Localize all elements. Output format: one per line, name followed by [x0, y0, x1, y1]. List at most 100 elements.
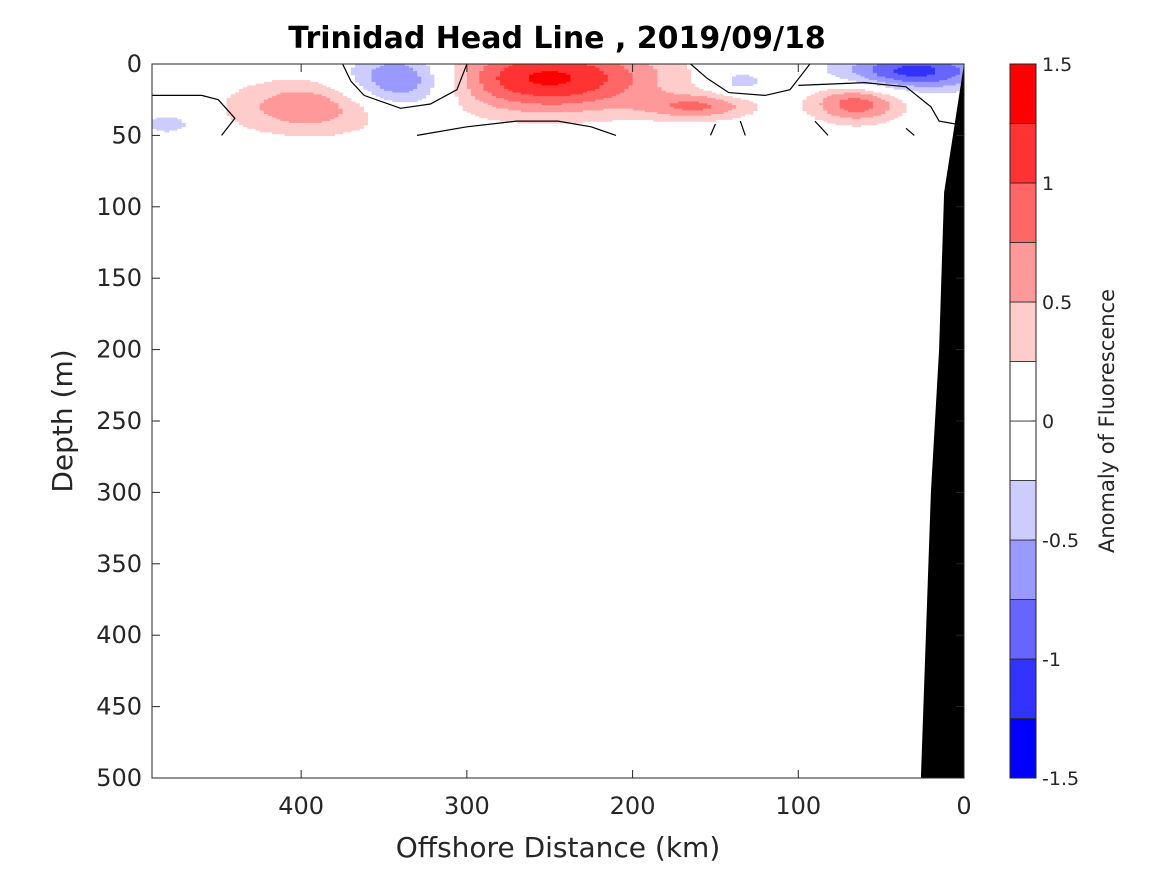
- anomaly-band: [831, 113, 882, 117]
- anomaly-band: [732, 80, 758, 83]
- anomaly-band: [226, 113, 269, 117]
- anomaly-band: [466, 67, 485, 70]
- anomaly-band: [338, 103, 360, 106]
- anomaly-band: [802, 103, 820, 106]
- anomaly-band: [802, 99, 824, 103]
- anomaly-band: [462, 108, 509, 112]
- anomaly-band: [466, 76, 480, 79]
- anomaly-band: [570, 76, 609, 79]
- anomaly-band: [342, 108, 364, 112]
- anomaly-band: [491, 92, 522, 95]
- anomaly-band: [632, 108, 683, 112]
- anomaly-band: [856, 72, 878, 76]
- anomaly-band: [487, 64, 514, 67]
- colorbar-swatch: [1009, 242, 1037, 303]
- anomaly-band: [495, 106, 675, 110]
- anomaly-band: [458, 96, 476, 99]
- anomaly-band: [379, 96, 427, 99]
- contour-layer: [152, 64, 956, 136]
- anomaly-band: [736, 74, 750, 78]
- plot-background: [152, 64, 964, 778]
- anomaly-band: [483, 101, 522, 104]
- colorbar-swatch: [1009, 420, 1037, 481]
- anomaly-band: [487, 90, 514, 94]
- anomaly-band: [872, 115, 899, 119]
- anomaly-band: [259, 108, 344, 112]
- anomaly-band: [723, 99, 750, 103]
- anomaly-band: [872, 67, 899, 70]
- anomaly-band: [628, 71, 659, 74]
- anomaly-band: [856, 80, 878, 83]
- anomaly-band: [483, 69, 505, 72]
- y-tick-label: 250: [96, 407, 142, 435]
- anomaly-band: [259, 130, 352, 133]
- anomaly-band: [566, 81, 605, 85]
- anomaly-band: [852, 65, 874, 69]
- anomaly-band: [872, 69, 895, 72]
- anomaly-band: [288, 121, 323, 124]
- anomaly-band: [466, 83, 485, 87]
- anomaly-band: [367, 88, 385, 92]
- anomaly-band: [263, 112, 344, 115]
- anomaly-band: [483, 67, 505, 70]
- zero-contour-line: [739, 120, 746, 136]
- anomaly-band: [582, 101, 679, 104]
- anomaly-band: [889, 108, 907, 112]
- anomaly-band: [321, 121, 369, 124]
- anomaly-band: [371, 69, 414, 72]
- anomaly-band: [881, 113, 903, 117]
- anomaly-band: [827, 88, 866, 92]
- anomaly-band: [259, 103, 340, 106]
- anomaly-band: [417, 72, 431, 76]
- anomaly-band: [483, 65, 509, 69]
- colorbar-swatch: [1009, 599, 1037, 660]
- anomaly-band: [226, 105, 261, 108]
- anomaly-band: [653, 65, 688, 69]
- colorbar-tick-label: 1: [1042, 173, 1054, 195]
- anomaly-band: [334, 117, 369, 120]
- anomaly-band: [848, 110, 866, 113]
- y-axis-ticks: 0 50 100 150 200 250 300 350 400 450 500: [96, 50, 964, 792]
- anomaly-band: [661, 88, 704, 92]
- anomaly-band: [375, 81, 422, 85]
- anomaly-band: [529, 80, 572, 83]
- anomaly-band: [520, 110, 584, 113]
- anomaly-band: [247, 85, 327, 88]
- anomaly-band: [570, 74, 609, 78]
- anomaly-band: [657, 74, 692, 78]
- anomaly-band: [263, 101, 335, 104]
- anomaly-band: [914, 85, 944, 88]
- anomaly-band: [504, 87, 601, 90]
- anomaly-band: [454, 81, 468, 85]
- anomaly-band: [371, 80, 422, 83]
- anomaly-band: [657, 83, 696, 87]
- anomaly-band: [595, 88, 625, 92]
- anomaly-band: [230, 96, 273, 99]
- zero-contour-line: [798, 81, 956, 125]
- anomaly-band: [350, 67, 377, 70]
- anomaly-band: [466, 81, 480, 85]
- bathymetry-layer: [920, 64, 964, 778]
- anomaly-band: [471, 94, 493, 97]
- y-tick-label: 350: [96, 550, 142, 578]
- anomaly-band: [384, 64, 406, 67]
- anomaly-band: [454, 88, 472, 92]
- anomaly-band: [379, 87, 418, 90]
- anomaly-band: [678, 101, 700, 104]
- anomaly-band: [839, 99, 870, 103]
- anomaly-band: [379, 65, 410, 69]
- anomaly-band: [657, 80, 692, 83]
- colorbar-label: Anomaly of Fluorescence: [1095, 289, 1119, 553]
- anomaly-band: [313, 92, 344, 95]
- anomaly-band: [951, 76, 964, 79]
- anomaly-band: [500, 80, 530, 83]
- anomaly-band: [852, 67, 874, 70]
- anomaly-band: [852, 69, 874, 72]
- anomaly-band: [632, 78, 659, 81]
- anomaly-band: [624, 67, 654, 70]
- anomaly-band: [404, 64, 427, 67]
- anomaly-band: [839, 105, 874, 108]
- anomaly-band: [243, 87, 331, 90]
- anomaly-band: [230, 115, 273, 119]
